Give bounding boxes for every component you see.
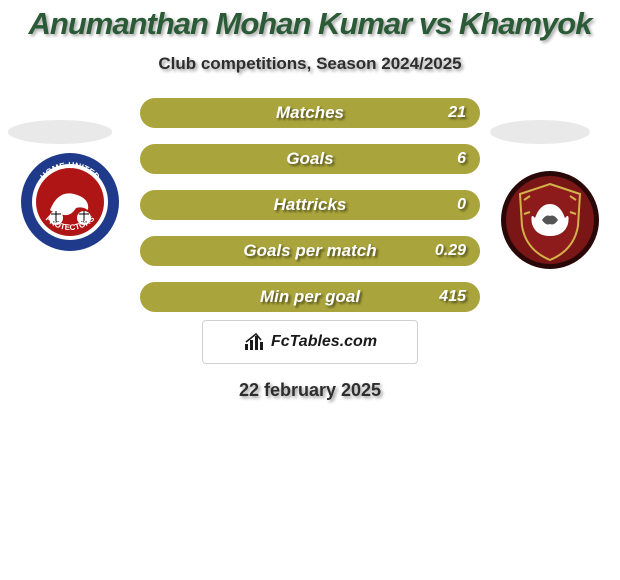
- comparison-stage: HOME UNITED PROTECTORS Matches21 Goals6 Ha…: [0, 98, 620, 312]
- stat-bar-value: 21: [448, 104, 466, 122]
- date-text: 22 february 2025: [0, 380, 620, 401]
- stat-bar: Hattricks0: [140, 190, 480, 220]
- club-badge-left: HOME UNITED PROTECTORS: [20, 152, 120, 252]
- club-badge-right: [500, 170, 600, 270]
- stat-bar-value: 0: [457, 196, 466, 214]
- stat-bar: Matches21: [140, 98, 480, 128]
- stat-bar-label: Min per goal: [140, 287, 480, 307]
- bar-chart-icon: [243, 332, 265, 352]
- stat-bar-value: 415: [439, 288, 466, 306]
- club-badge-right-svg: [500, 170, 600, 270]
- ellipse-shadow-right: [490, 120, 590, 144]
- stat-bar-label: Matches: [140, 103, 480, 123]
- stat-bar-label: Hattricks: [140, 195, 480, 215]
- brand-text: FcTables.com: [271, 333, 377, 351]
- stat-bars: Matches21 Goals6 Hattricks0 Goals per match…: [140, 98, 480, 312]
- stat-bar-label: Goals: [140, 149, 480, 169]
- club-badge-left-svg: HOME UNITED PROTECTORS: [20, 152, 120, 252]
- subtitle: Club competitions, Season 2024/2025: [0, 54, 620, 74]
- stat-bar: Min per goal415: [140, 282, 480, 312]
- stat-bar-value: 0.29: [435, 242, 466, 260]
- stat-bar-value: 6: [457, 150, 466, 168]
- ellipse-shadow-left: [8, 120, 112, 144]
- page-title: Anumanthan Mohan Kumar vs Khamyok: [0, 0, 620, 42]
- stat-bar-label: Goals per match: [140, 241, 480, 261]
- brand-box[interactable]: FcTables.com: [202, 320, 418, 364]
- stat-bar: Goals per match0.29: [140, 236, 480, 266]
- stat-bar: Goals6: [140, 144, 480, 174]
